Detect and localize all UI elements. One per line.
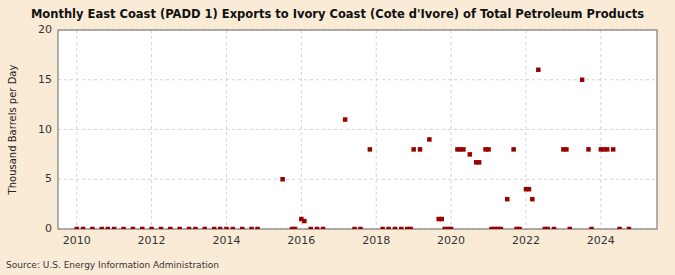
point bbox=[408, 227, 413, 229]
point bbox=[343, 117, 348, 122]
y-grid-line bbox=[58, 79, 657, 80]
point bbox=[530, 197, 535, 202]
point bbox=[168, 227, 173, 229]
y-axis-label: Thousand Barrels per Day bbox=[7, 65, 18, 196]
point bbox=[386, 227, 391, 229]
point bbox=[605, 147, 610, 152]
point bbox=[418, 147, 423, 152]
point bbox=[580, 78, 585, 83]
x-grid-line bbox=[600, 30, 601, 229]
point bbox=[358, 227, 363, 229]
point bbox=[203, 227, 208, 229]
x-tick-label: 2014 bbox=[212, 234, 240, 247]
x-grid-line bbox=[301, 30, 302, 229]
point bbox=[486, 147, 491, 152]
grid bbox=[58, 30, 657, 229]
point bbox=[393, 227, 398, 229]
point bbox=[427, 137, 432, 142]
x-grid-line bbox=[76, 30, 77, 229]
point bbox=[511, 147, 516, 152]
source-note: Source: U.S. Energy Information Administ… bbox=[6, 260, 219, 270]
x-tick-label: 2020 bbox=[437, 234, 465, 247]
point bbox=[411, 147, 416, 152]
y-tick-label: 5 bbox=[45, 172, 52, 185]
point bbox=[617, 227, 622, 229]
point bbox=[589, 227, 594, 229]
point bbox=[568, 227, 573, 229]
point bbox=[255, 227, 260, 229]
point bbox=[352, 227, 357, 229]
point bbox=[121, 227, 126, 229]
point bbox=[468, 152, 473, 157]
y-grid-line bbox=[58, 129, 657, 130]
point bbox=[149, 227, 154, 229]
point bbox=[106, 227, 111, 229]
x-grid-line bbox=[376, 30, 377, 229]
x-tick-label: 2018 bbox=[362, 234, 390, 247]
title: Monthly East Coast (PADD 1) Exports to I… bbox=[31, 7, 644, 21]
point bbox=[527, 187, 532, 192]
point bbox=[177, 227, 182, 229]
point bbox=[90, 227, 95, 229]
y-tick-label: 0 bbox=[45, 222, 52, 235]
point bbox=[159, 227, 164, 229]
point bbox=[240, 227, 245, 229]
point bbox=[231, 227, 236, 229]
point bbox=[187, 227, 192, 229]
point bbox=[249, 227, 254, 229]
point bbox=[517, 227, 522, 229]
point bbox=[81, 227, 86, 229]
point bbox=[380, 227, 385, 229]
point bbox=[564, 147, 569, 152]
point bbox=[477, 160, 482, 165]
point bbox=[218, 227, 223, 229]
point bbox=[552, 227, 557, 229]
point bbox=[100, 227, 105, 229]
x-grid-line bbox=[451, 30, 452, 229]
point bbox=[212, 227, 217, 229]
x-tick-label: 2012 bbox=[138, 234, 166, 247]
x-tick-label: 2016 bbox=[287, 234, 315, 247]
x-grid-line bbox=[226, 30, 227, 229]
y-tick-label: 20 bbox=[38, 23, 52, 36]
points bbox=[74, 68, 631, 229]
plot-frame bbox=[58, 30, 657, 229]
point bbox=[131, 227, 136, 229]
x-tick-label: 2010 bbox=[63, 234, 91, 247]
point bbox=[449, 227, 454, 229]
point bbox=[308, 227, 313, 229]
y-tick-label: 15 bbox=[38, 73, 52, 86]
x-tick-label: 2022 bbox=[512, 234, 540, 247]
point bbox=[586, 147, 591, 152]
point bbox=[399, 227, 404, 229]
point bbox=[302, 219, 307, 224]
point bbox=[611, 147, 616, 152]
y-tick-label: 10 bbox=[38, 123, 52, 136]
point bbox=[293, 227, 298, 229]
point bbox=[74, 227, 79, 229]
point bbox=[193, 227, 198, 229]
plot-area bbox=[58, 30, 657, 229]
point bbox=[224, 227, 229, 229]
point bbox=[112, 227, 117, 229]
x-tick-label: 2024 bbox=[587, 234, 615, 247]
point bbox=[280, 177, 285, 182]
point bbox=[439, 217, 444, 222]
point bbox=[368, 147, 373, 152]
point bbox=[315, 227, 320, 229]
point bbox=[461, 147, 466, 152]
point bbox=[545, 227, 550, 229]
x-grid-line bbox=[151, 30, 152, 229]
point bbox=[140, 227, 145, 229]
point bbox=[627, 227, 632, 229]
y-grid-line bbox=[58, 179, 657, 180]
chart: 0 5 10 15 20 2010 2012 2014 2016 2018 2020 2022 2024… bbox=[0, 0, 675, 275]
point bbox=[505, 197, 510, 202]
point bbox=[321, 227, 326, 229]
x-grid-line bbox=[525, 30, 526, 229]
point bbox=[499, 227, 504, 229]
axes: 0 5 10 15 20 2010 2012 2014 2016 2018 2020 2022 2024 bbox=[38, 23, 657, 247]
point bbox=[536, 68, 541, 73]
